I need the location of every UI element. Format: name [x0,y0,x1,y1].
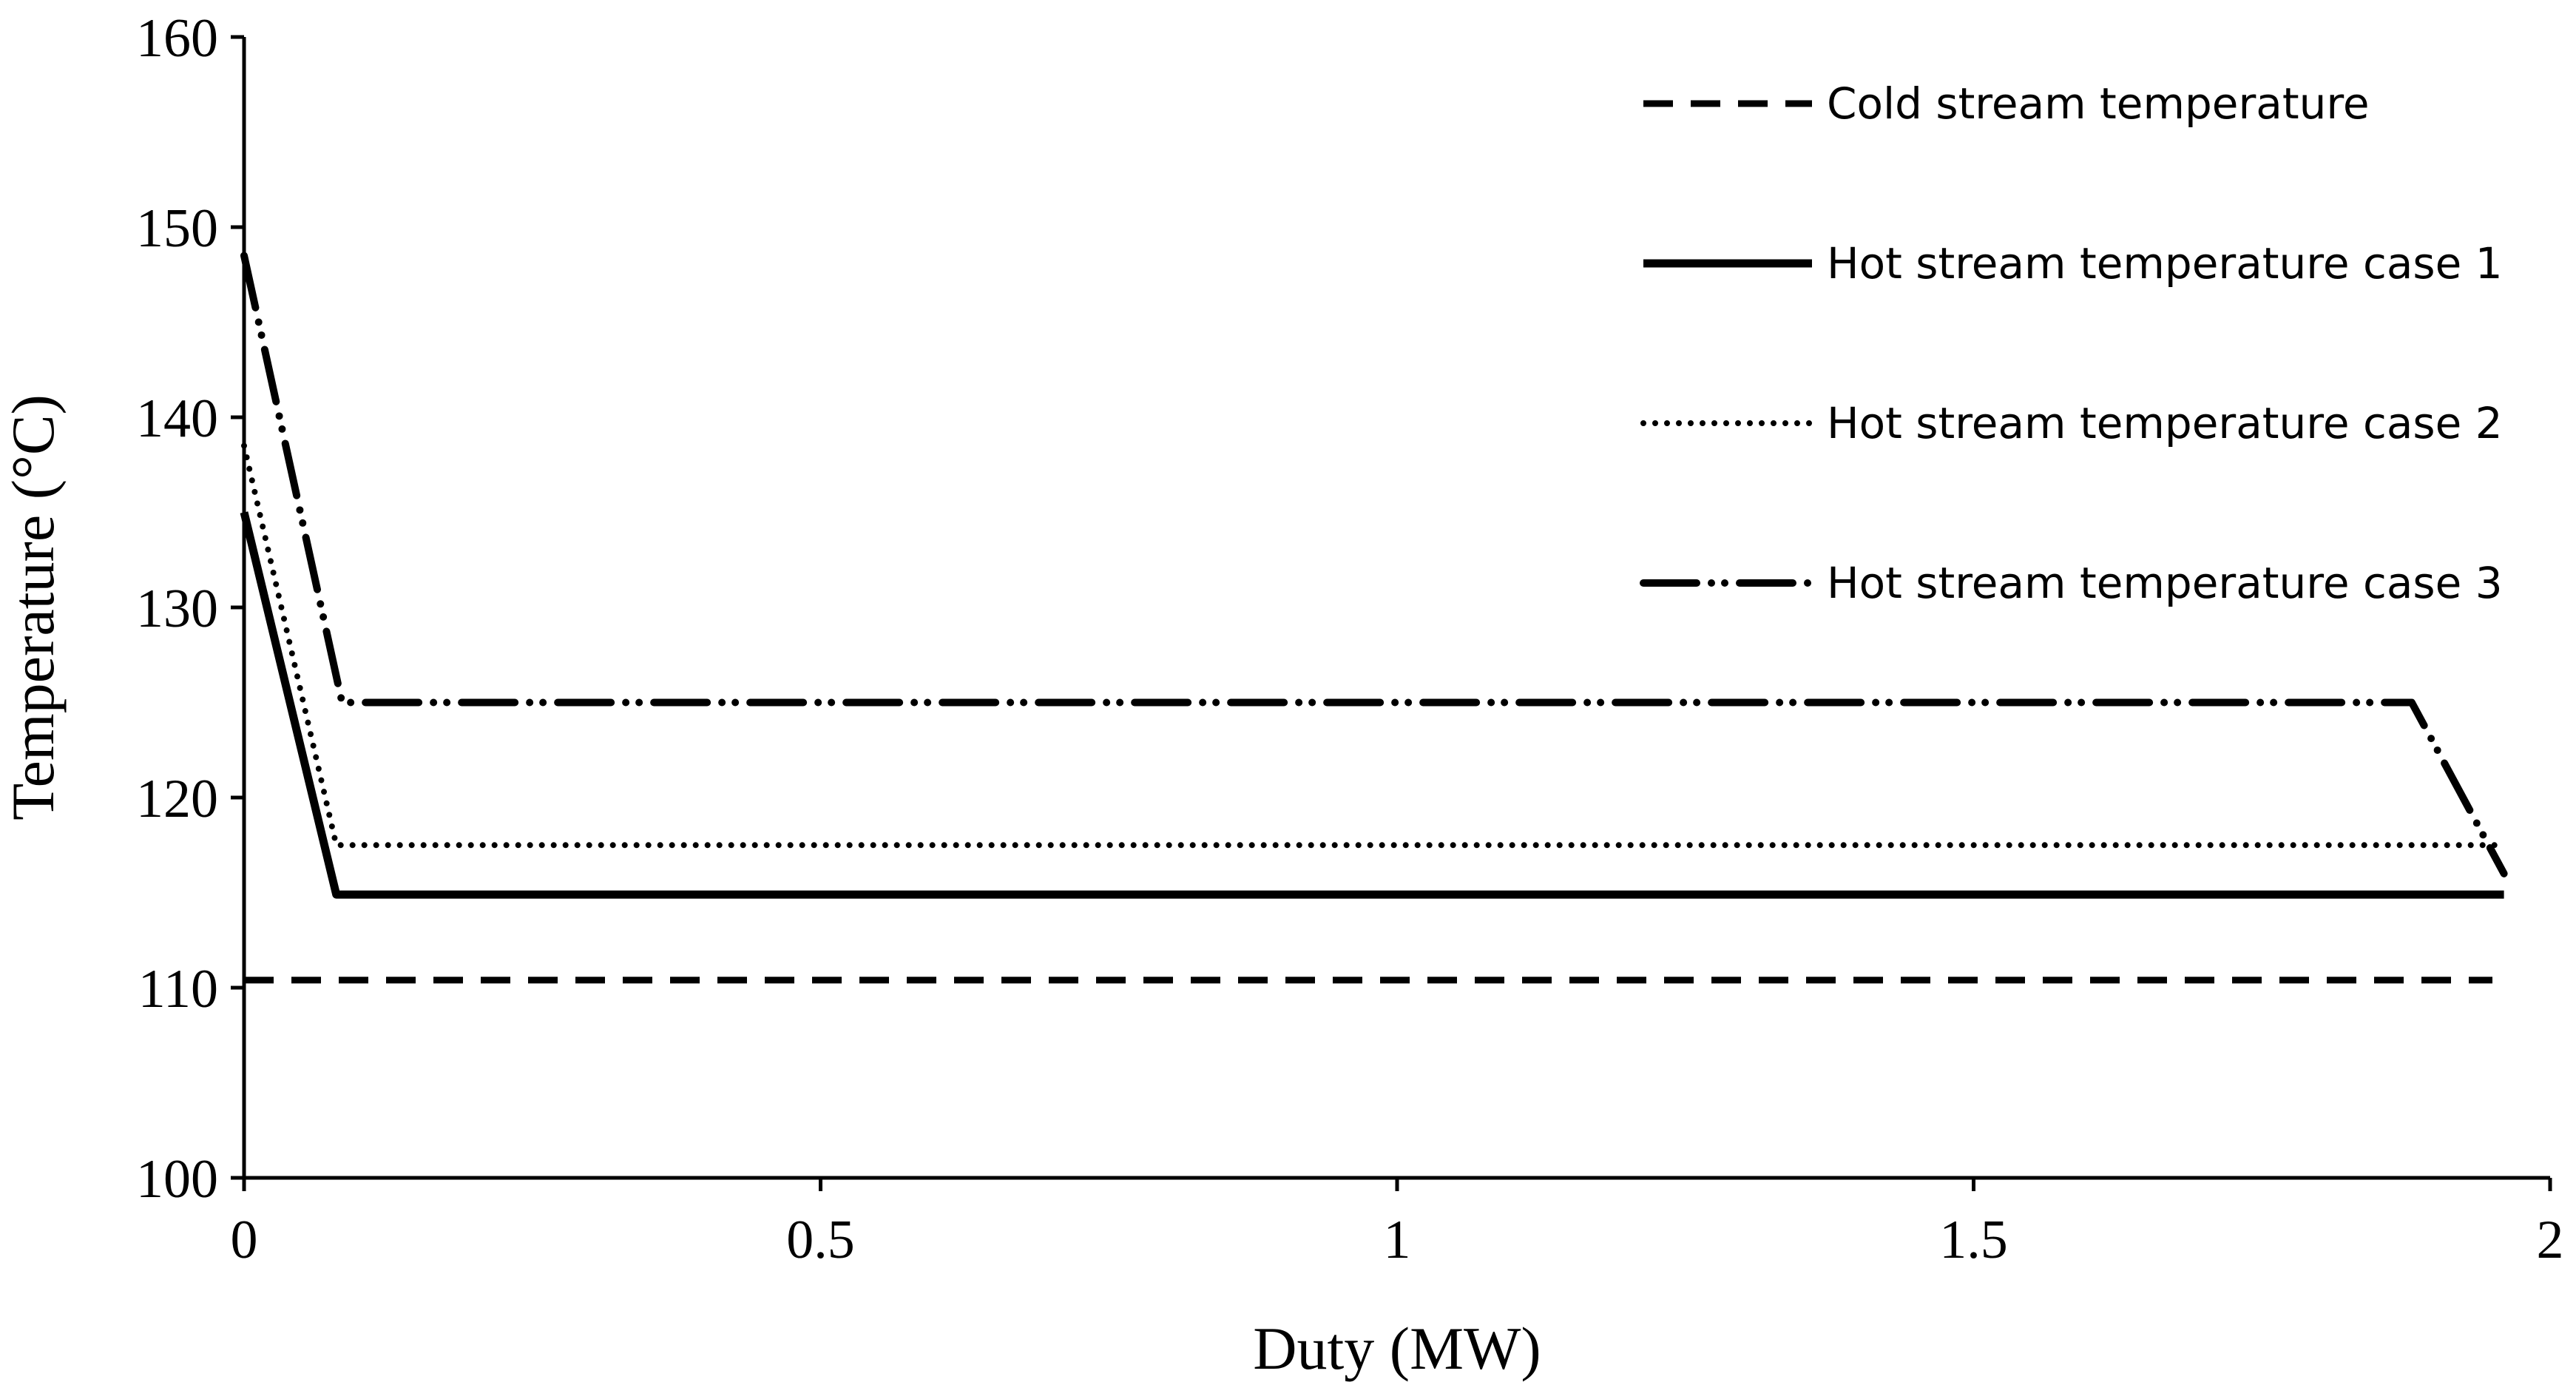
legend-label-4: Hot stream temperature case 3 [1827,558,2503,608]
y-tick-label: 120 [136,769,218,829]
y-tick-label: 130 [136,579,218,639]
y-tick-label: 140 [136,388,218,449]
x-tick-label: 0.5 [786,1210,855,1270]
x-tick-label: 0 [231,1210,258,1270]
legend-label-2: Hot stream temperature case 1 [1827,238,2503,289]
y-tick-label: 160 [136,8,218,69]
series-line-4 [240,252,2508,877]
x-tick-label: 1.5 [1939,1210,2008,1270]
series-line-3 [241,442,2507,849]
x-tick-label: 1 [1384,1210,1411,1270]
x-axis-title: Duty (MW) [1253,1315,1541,1382]
legend: Cold stream temperature Hot stream temper… [1640,78,2503,608]
y-axis-title: Temperature (°C) [0,394,67,820]
y-tick-label: 100 [136,1149,218,1210]
series-line-2 [240,511,2504,899]
legend-label-1: Cold stream temperature [1827,78,2370,129]
legend-label-3: Hot stream temperature case 2 [1827,398,2503,448]
series-layer [240,252,2508,984]
x-tick-label: 2 [2537,1210,2564,1270]
axes: 100 110 120 130 140 150 160 0 0.5 1 1.5 2 Duty (MW) T… [0,8,2564,1382]
y-tick-label: 150 [136,198,218,259]
y-tick-label: 110 [138,959,218,1020]
